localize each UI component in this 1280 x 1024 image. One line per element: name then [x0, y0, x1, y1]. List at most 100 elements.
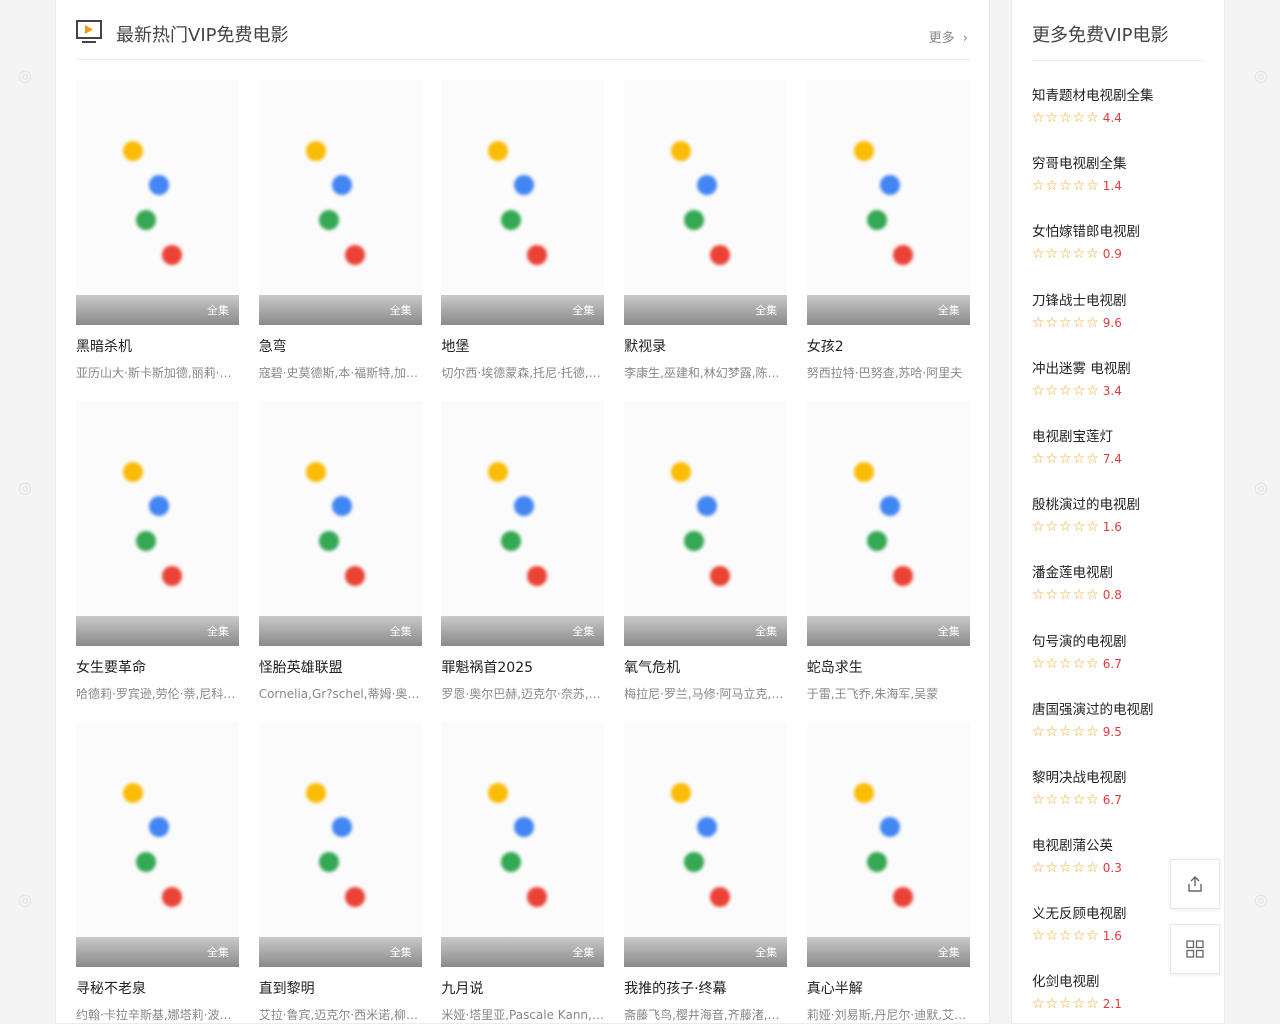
sidebar-item-name[interactable]: 电视剧蒲公英 [1032, 838, 1113, 855]
sidebar-item-name[interactable]: 刀锋战士电视剧 [1032, 292, 1127, 309]
movie-title[interactable]: 急弯 [258, 339, 287, 355]
rating-score: 6.7 [1102, 792, 1122, 807]
movie-poster[interactable]: 全集 [76, 80, 239, 325]
rating: ☆☆☆☆☆ 0.8 [1032, 587, 1212, 603]
sidebar-item[interactable]: 女怕嫁错郎电视剧 ☆☆☆☆☆ 0.9 [1032, 220, 1212, 288]
sidebar-item-name[interactable]: 义无反顾电视剧 [1032, 906, 1127, 923]
sidebar-item-name[interactable]: 女怕嫁错郎电视剧 [1032, 224, 1140, 241]
sidebar-title: 更多免费VIP电影 [1032, 25, 1169, 46]
movie-card[interactable]: 全集 黑暗杀机 亚历山大·斯卡斯加德,丽莉·詹姆斯 [76, 80, 239, 390]
movie-title[interactable]: 寻秘不老泉 [76, 981, 146, 997]
rating: ☆☆☆☆☆ 3.4 [1032, 383, 1212, 399]
sidebar-item[interactable]: 刀锋战士电视剧 ☆☆☆☆☆ 9.6 [1032, 289, 1212, 357]
rating-score: 7.4 [1102, 451, 1122, 466]
sidebar-item-name[interactable]: 殷桃演过的电视剧 [1032, 497, 1140, 514]
movie-title[interactable]: 九月说 [441, 981, 484, 997]
movie-title[interactable]: 女生要革命 [76, 660, 146, 676]
sidebar-item[interactable]: 黎明决战电视剧 ☆☆☆☆☆ 6.7 [1032, 766, 1212, 834]
grid-view-button[interactable] [1170, 924, 1220, 974]
loading-dot [879, 496, 900, 516]
sidebar-item-name[interactable]: 句号演的电视剧 [1032, 633, 1127, 650]
loading-dot [671, 783, 692, 803]
movie-title[interactable]: 罪魁祸首2025 [441, 660, 534, 676]
movie-card[interactable]: 全集 怪胎英雄联盟 Cornelia,Gr?schel,蒂姆·奥利弗 [258, 401, 422, 711]
loading-dot [710, 887, 731, 907]
loading-dot [318, 852, 339, 872]
movie-poster[interactable]: 全集 [76, 401, 239, 646]
sidebar-item[interactable]: 冲出迷雾 电视剧 ☆☆☆☆☆ 3.4 [1032, 357, 1212, 425]
episode-badge: 全集 [389, 304, 412, 317]
movie-poster[interactable]: 全集 [624, 80, 788, 325]
movie-poster[interactable]: 全集 [441, 80, 605, 325]
sidebar-item[interactable]: 电视剧宝莲灯 ☆☆☆☆☆ 7.4 [1032, 425, 1212, 493]
movie-card[interactable]: 全集 我推的孩子·终幕 斋藤飞鸟,樱井海音,齐藤渚,岩崎 [624, 722, 788, 1024]
movie-title[interactable]: 真心半解 [806, 981, 863, 997]
rating-score: 9.5 [1102, 724, 1122, 739]
sidebar: 更多免费VIP电影 知青题材电视剧全集 ☆☆☆☆☆ 4.4 穷哥电视剧全集 ☆☆☆☆☆ 1… [1011, 0, 1225, 1024]
sidebar-item[interactable]: 化剑电视剧 ☆☆☆☆☆ 2.1 [1032, 970, 1212, 1024]
sidebar-item[interactable]: 义无反顾电视剧 ☆☆☆☆☆ 1.6 [1032, 902, 1212, 970]
movie-poster[interactable]: 全集 [258, 401, 422, 646]
movie-title[interactable]: 女孩2 [806, 339, 844, 355]
movie-title[interactable]: 直到黎明 [258, 981, 315, 997]
movie-poster[interactable]: 全集 [806, 80, 970, 325]
sidebar-item-name[interactable]: 黎明决战电视剧 [1032, 769, 1127, 786]
sidebar-item[interactable]: 电视剧蒲公英 ☆☆☆☆☆ 0.3 [1032, 834, 1212, 902]
sidebar-item-name[interactable]: 唐国强演过的电视剧 [1032, 701, 1154, 718]
eye-decor-icon: ◎ [18, 890, 32, 909]
movie-title[interactable]: 氧气危机 [624, 660, 681, 676]
movie-card[interactable]: 全集 蛇岛求生 于雷,王飞乔,朱海军,吴蒙 [806, 401, 970, 711]
movie-card[interactable]: 全集 直到黎明 艾拉·鲁宾,迈克尔·西米诺,柳美麟 [258, 722, 422, 1024]
movie-title[interactable]: 我推的孩子·终幕 [624, 981, 727, 997]
movie-cast: 李康生,巫建和,林幻梦露,陈湘琪 [624, 366, 788, 380]
episode-badge: 全集 [755, 625, 778, 638]
movie-card[interactable]: 全集 罪魁祸首2025 罗恩·奥尔巴赫,迈克尔·奈苏,杰森 [441, 401, 605, 711]
movie-poster[interactable]: 全集 [806, 401, 970, 646]
sidebar-item-name[interactable]: 潘金莲电视剧 [1032, 565, 1113, 582]
loading-dot [318, 531, 339, 551]
loading-dot [136, 210, 156, 230]
sidebar-item-name[interactable]: 电视剧宝莲灯 [1032, 428, 1113, 445]
movie-card[interactable]: 全集默视录李康生,巫建和,林幻梦露,陈湘琪 [624, 80, 788, 390]
movie-poster[interactable]: 全集 [258, 722, 422, 967]
loading-dot [149, 817, 169, 837]
movie-poster[interactable]: 全集 [258, 80, 422, 325]
sidebar-item-name[interactable]: 冲出迷雾 电视剧 [1032, 360, 1131, 377]
movie-card[interactable]: 全集 女孩2 努西拉特·巴努查,苏哈·阿里夫 [806, 80, 970, 390]
loading-dot [892, 566, 913, 586]
share-button[interactable] [1170, 859, 1220, 909]
movie-card[interactable]: 全集 九月说 米娅·塔里亚,Pascale Kann,拉克 [441, 722, 605, 1024]
sidebar-item[interactable]: 殷桃演过的电视剧 ☆☆☆☆☆ 1.6 [1032, 493, 1212, 561]
movie-title[interactable]: 默视录 [624, 339, 667, 355]
movie-title[interactable]: 黑暗杀机 [76, 339, 132, 355]
movie-title[interactable]: 蛇岛求生 [806, 660, 863, 676]
rating: ☆☆☆☆☆ 1.4 [1032, 178, 1212, 194]
sidebar-item[interactable]: 唐国强演过的电视剧 ☆☆☆☆☆ 9.5 [1032, 698, 1212, 766]
loading-dot [501, 210, 522, 230]
movie-poster[interactable]: 全集 [624, 722, 788, 967]
more-link[interactable]: 更多 › [929, 27, 968, 46]
movie-poster[interactable]: 全集 [76, 722, 239, 967]
sidebar-item-name[interactable]: 穷哥电视剧全集 [1032, 156, 1127, 173]
movie-card[interactable]: 全集 地堡 切尔西·埃德蒙森,托尼·托德,小巴 [441, 80, 605, 390]
sidebar-item[interactable]: 句号演的电视剧 ☆☆☆☆☆ 6.7 [1032, 630, 1212, 698]
sidebar-item[interactable]: 穷哥电视剧全集 ☆☆☆☆☆ 1.4 [1032, 152, 1212, 220]
movie-poster[interactable]: 全集 [441, 401, 605, 646]
movie-poster[interactable]: 全集 [441, 722, 605, 967]
movie-title[interactable]: 怪胎英雄联盟 [258, 660, 343, 676]
movie-poster[interactable]: 全集 [806, 722, 970, 967]
episode-badge: 全集 [572, 625, 595, 638]
sidebar-item-name[interactable]: 知青题材电视剧全集 [1032, 88, 1154, 104]
sidebar-item[interactable]: 知青题材电视剧全集 ☆☆☆☆☆ 4.4 [1032, 84, 1212, 152]
movie-title[interactable]: 地堡 [441, 339, 470, 355]
movie-poster[interactable]: 全集 [624, 401, 788, 646]
movie-card[interactable]: 全集 寻秘不老泉 约翰·卡拉辛斯基,娜塔莉·波特曼 [76, 722, 239, 1024]
sidebar-item-name[interactable]: 化剑电视剧 [1032, 974, 1100, 991]
star-rating-icon: ☆☆☆☆☆ [1032, 928, 1100, 945]
sidebar-item[interactable]: 潘金莲电视剧 ☆☆☆☆☆ 0.8 [1032, 561, 1212, 629]
loading-dot [697, 817, 718, 837]
